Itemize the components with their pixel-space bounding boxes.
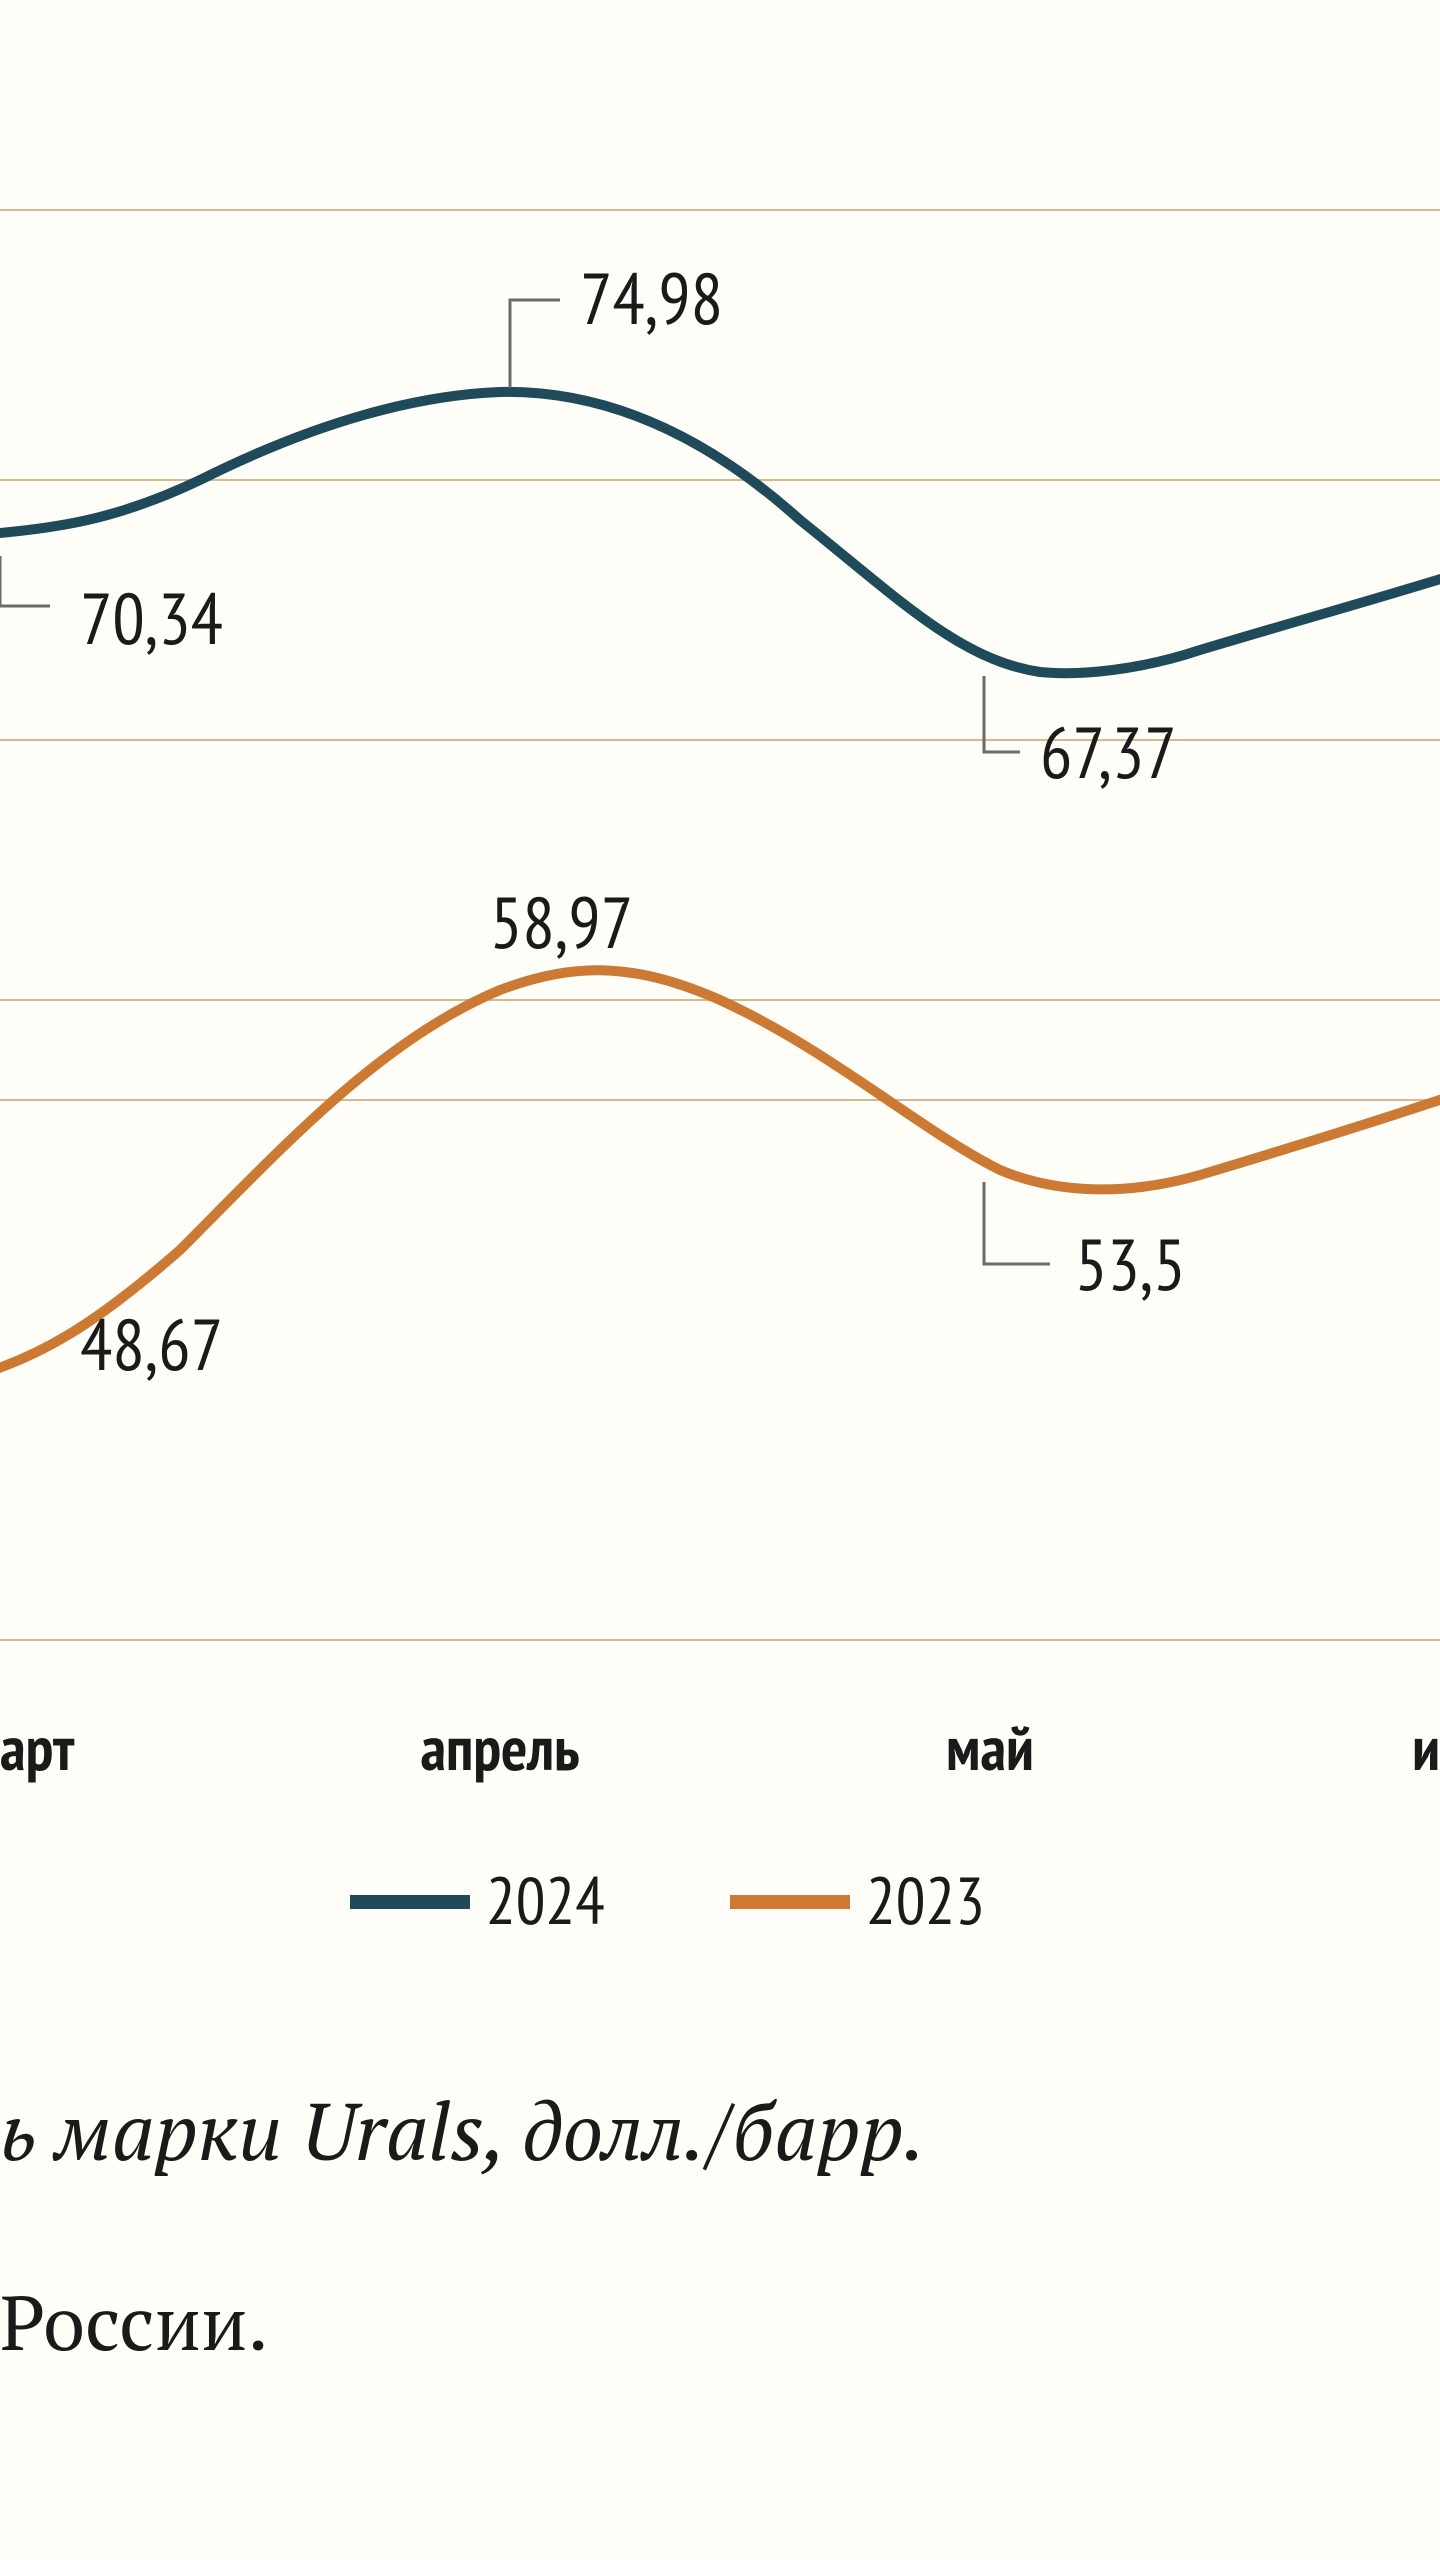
data-label: 53,5 — [1075, 1217, 1186, 1310]
legend-label: 2023 — [866, 1858, 985, 1943]
x-axis-label: и — [1412, 1708, 1440, 1788]
callout-leader — [510, 300, 560, 388]
x-axis-label: арт — [0, 1708, 75, 1788]
urals-price-chart: 70,34 74,98 67,37 48,67 58,97 53,5 арт апрель ма… — [0, 0, 1440, 2560]
data-label: 58,97 — [490, 875, 633, 968]
data-label: 74,98 — [580, 251, 723, 344]
chart-caption: России. — [0, 2271, 269, 2372]
x-axis-label: апрель — [420, 1708, 579, 1788]
chart-caption: ь марки Urals, долл./барр. — [0, 2077, 925, 2183]
data-label: 48,67 — [80, 1297, 223, 1390]
data-label: 67,37 — [1040, 705, 1177, 798]
callout-leader — [984, 1182, 1050, 1264]
data-label: 70,34 — [80, 571, 223, 664]
callout-leader — [0, 556, 50, 606]
x-axis-label: май — [946, 1708, 1034, 1788]
chart-svg: 70,34 74,98 67,37 48,67 58,97 53,5 арт апрель ма… — [0, 0, 1440, 2560]
legend-label: 2024 — [486, 1858, 605, 1943]
